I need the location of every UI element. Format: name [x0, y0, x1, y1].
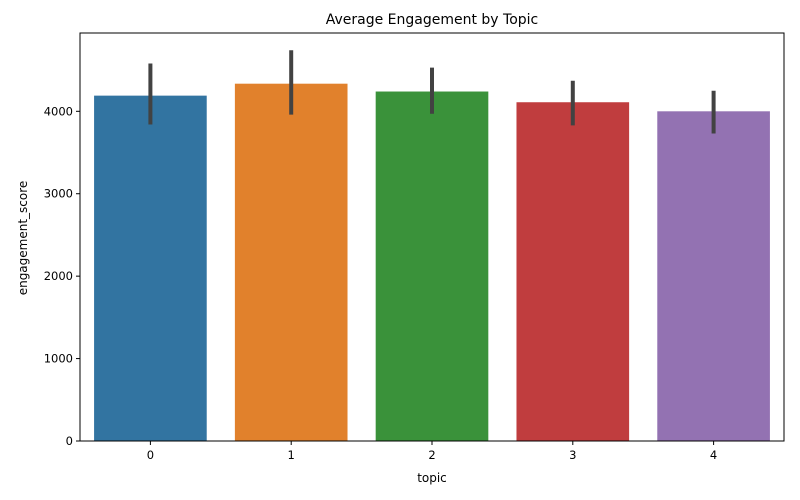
x-tick-label-1: 1	[288, 448, 295, 462]
error-bars-layer	[148, 50, 716, 134]
bars-layer	[94, 83, 770, 442]
y-axis-label: engagement_score	[16, 181, 30, 296]
x-tick-label-2: 2	[428, 448, 435, 462]
x-tick-label-4: 4	[710, 448, 717, 462]
bar-topic-0	[94, 95, 207, 441]
y-tick-label-3000: 3000	[44, 187, 73, 201]
plot-frame	[79, 32, 785, 442]
bar-topic-3	[516, 102, 630, 442]
y-tick-label-0: 0	[66, 434, 73, 448]
bar-topic-4	[657, 111, 770, 442]
chart-title: Average Engagement by Topic	[326, 12, 539, 28]
x-tick-label-0: 0	[147, 448, 154, 462]
y-tick-label-4000: 4000	[44, 104, 73, 118]
x-axis-label: topic	[417, 471, 447, 485]
bar-topic-1	[234, 83, 348, 441]
y-tick-label-2000: 2000	[44, 269, 73, 283]
bar-topic-2	[375, 91, 489, 442]
axes-layer: 0 1 2 3 4 0 1000 2000 3000 4000	[44, 32, 785, 462]
y-tick-label-1000: 1000	[44, 352, 73, 366]
x-tick-label-3: 3	[569, 448, 576, 462]
